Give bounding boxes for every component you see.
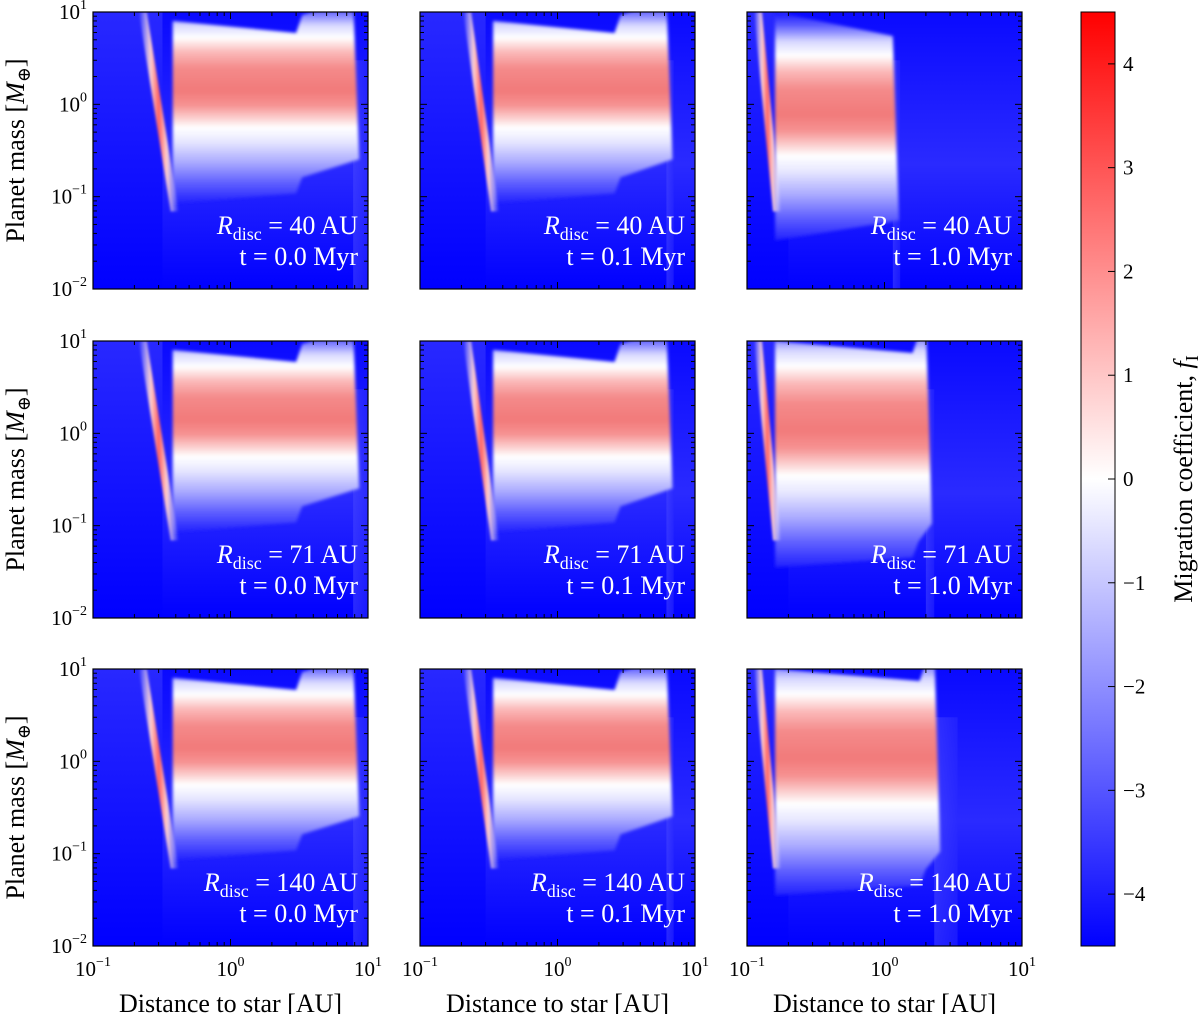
outer-fade [666, 389, 674, 618]
streak [138, 12, 179, 212]
streak [138, 669, 179, 869]
migration-zone [775, 669, 941, 896]
x-tick-label: 10−1 [402, 955, 438, 981]
x-tick-label: 101 [1008, 955, 1036, 981]
x-tick-label: 101 [354, 955, 382, 981]
ticks [419, 11, 696, 290]
migration-zone [172, 669, 360, 861]
colorbar-label: Migration coefficient, fI [1169, 355, 1200, 602]
colorbar-tick-label: 4 [1123, 52, 1134, 76]
x-tick-label: 10−1 [729, 955, 765, 981]
y-tick-label: 100 [59, 747, 87, 773]
y-tick-label: 101 [59, 327, 87, 353]
panel-label-time: t = 0.1 Myr [566, 571, 685, 600]
y-tick-label: 10−1 [51, 183, 87, 209]
ticks [746, 340, 1023, 619]
colorbar-tick-label: 2 [1123, 259, 1134, 283]
panel-label-time: t = 0.0 Myr [239, 571, 358, 600]
ticks [746, 11, 1023, 290]
panel-2-2: Rdisc = 140 AUt = 1.0 Myr [746, 668, 1023, 947]
y-axis-label: Planet mass [M⊕] [1, 58, 34, 242]
panel-label-time: t = 1.0 Myr [893, 899, 1012, 928]
x-tick-label: 100 [217, 955, 245, 981]
streak [138, 341, 179, 541]
y-axis-label: Planet mass [M⊕] [1, 715, 34, 899]
migration-zone [172, 12, 360, 204]
panel-1-2: Rdisc = 71 AUt = 1.0 Myr [746, 340, 1023, 619]
migration-zone [493, 12, 673, 204]
x-tick-label: 10−1 [75, 955, 111, 981]
panel-label-time: t = 0.1 Myr [566, 242, 685, 271]
panel-0-2: Rdisc = 40 AUt = 1.0 Myr [746, 11, 1023, 290]
panel-label-rdisc: Rdisc = 71 AU [870, 540, 1012, 573]
panel-2-1: Rdisc = 140 AUt = 0.1 Myr [419, 668, 696, 947]
panel-label-rdisc: Rdisc = 40 AU [543, 211, 685, 244]
panel-label-time: t = 0.0 Myr [239, 899, 358, 928]
x-tick-label: 100 [544, 955, 572, 981]
x-axis-label: Distance to star [AU] [119, 989, 342, 1014]
migration-zone [775, 341, 932, 568]
ticks [419, 340, 696, 619]
migration-zone [493, 341, 673, 533]
streak [753, 12, 782, 212]
y-tick-label: 10−1 [51, 840, 87, 866]
colorbar-tick-label: −2 [1123, 675, 1145, 699]
outer-fade [934, 717, 958, 946]
outer-fade [666, 60, 674, 289]
panel-label-rdisc: Rdisc = 71 AU [216, 540, 358, 573]
migration-zone [172, 341, 360, 533]
panel-label-time: t = 1.0 Myr [893, 571, 1012, 600]
y-tick-label: 101 [59, 0, 87, 24]
x-tick-label: 100 [871, 955, 899, 981]
ticks [746, 668, 1023, 947]
panel-label-rdisc: Rdisc = 140 AU [203, 868, 358, 901]
panel-label-time: t = 0.1 Myr [566, 899, 685, 928]
panel-label-time: t = 0.0 Myr [239, 242, 358, 271]
streak [463, 341, 500, 541]
ticks [419, 668, 696, 947]
colorbar-tick-label: 3 [1123, 156, 1134, 180]
y-tick-label: 100 [59, 419, 87, 445]
panel-label-rdisc: Rdisc = 40 AU [870, 211, 1012, 244]
y-tick-label: 100 [59, 90, 87, 116]
panel-label-rdisc: Rdisc = 140 AU [530, 868, 685, 901]
ticks [92, 340, 369, 619]
ticks [92, 668, 369, 947]
streak [463, 12, 500, 212]
outer-fade [666, 717, 674, 946]
y-axis-label: Planet mass [M⊕] [1, 387, 34, 571]
streak [753, 341, 782, 541]
ticks [92, 11, 369, 290]
panel-0-0: Rdisc = 40 AUt = 0.0 Myr [92, 11, 369, 290]
colorbar-tick-label: 0 [1123, 467, 1134, 491]
x-axis-label: Distance to star [AU] [446, 989, 669, 1014]
colorbar-tick-label: −1 [1123, 571, 1145, 595]
panel-label-rdisc: Rdisc = 140 AU [857, 868, 1012, 901]
colorbar-tick-label: −3 [1123, 778, 1145, 802]
y-tick-label: 10−2 [51, 604, 87, 630]
y-tick-label: 101 [59, 655, 87, 681]
x-axis-label: Distance to star [AU] [773, 989, 996, 1014]
streak [753, 669, 782, 869]
panel-1-0: Rdisc = 71 AUt = 0.0 Myr [92, 340, 369, 619]
panel-1-1: Rdisc = 71 AUt = 0.1 Myr [419, 340, 696, 619]
panel-2-0: Rdisc = 140 AUt = 0.0 Myr [92, 668, 369, 947]
panel-label-rdisc: Rdisc = 71 AU [543, 540, 685, 573]
y-tick-label: 10−1 [51, 512, 87, 538]
panel-label-rdisc: Rdisc = 40 AU [216, 211, 358, 244]
y-tick-label: 10−2 [51, 275, 87, 301]
colorbar-tick-label: 1 [1123, 363, 1134, 387]
y-tick-label: 10−2 [51, 932, 87, 958]
streak [463, 669, 500, 869]
colorbar-tick-label: −4 [1123, 882, 1146, 906]
panel-label-time: t = 1.0 Myr [893, 242, 1012, 271]
colorbar: 4 3 2 1 0 −1 −2 −3 −4 Migration coefficient, fI [1080, 11, 1200, 947]
migration-zone [493, 669, 673, 861]
x-tick-label: 101 [681, 955, 709, 981]
panel-0-1: Rdisc = 40 AUt = 0.1 Myr [419, 11, 696, 290]
migration-zone [775, 12, 899, 241]
